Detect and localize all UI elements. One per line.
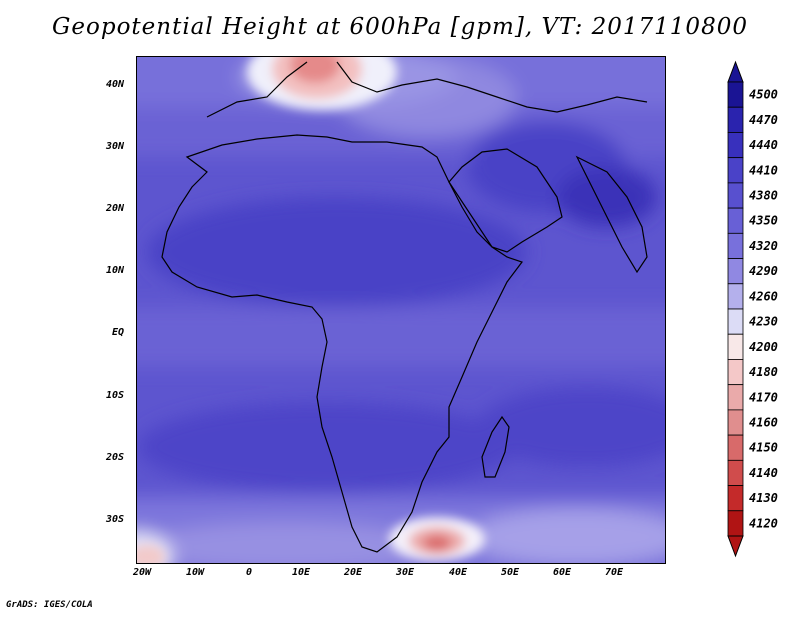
colorbar-swatch xyxy=(727,359,744,386)
lon-label: 0 xyxy=(246,567,253,578)
colorbar-level-label: 4260 xyxy=(749,289,778,303)
colorbar-level-label: 4320 xyxy=(749,239,778,253)
lon-label: 70E xyxy=(605,567,624,578)
colorbar-level-label: 4170 xyxy=(749,390,778,404)
colorbar-level-label: 4130 xyxy=(749,491,778,505)
colorbar-swatch xyxy=(727,308,744,335)
lat-label: 30S xyxy=(106,514,125,525)
colorbar-level-label: 4500 xyxy=(749,88,778,102)
colorbar-level-label: 4470 xyxy=(749,113,778,127)
colorbar-swatch xyxy=(727,384,744,411)
lat-label: EQ xyxy=(112,327,125,338)
colorbar-swatch xyxy=(727,459,744,486)
chart-title: Geopotential Height at 600hPa [gpm], VT:… xyxy=(52,14,748,40)
colorbar-swatch xyxy=(727,232,744,259)
colorbar-level-label: 4350 xyxy=(749,214,778,228)
colorbar-swatch xyxy=(727,258,744,285)
lon-label: 20E xyxy=(344,567,363,578)
lon-label: 10W xyxy=(186,567,205,578)
colorbar-legend: 4500 4470 4440 4410 4380 4350 4320 4290 4260 4230… xyxy=(727,60,778,558)
coastline-outline xyxy=(161,61,648,553)
colorbar-level-label: 4200 xyxy=(749,340,778,354)
colorbar-level-label: 4440 xyxy=(749,138,778,152)
colorbar-level-label: 4160 xyxy=(749,416,778,430)
colorbar-swatch xyxy=(727,132,744,159)
lat-label: 40N xyxy=(106,79,125,90)
colorbar-top-arrow xyxy=(727,60,744,83)
colorbar-swatch xyxy=(727,485,744,512)
colorbar-swatch xyxy=(727,106,744,133)
colorbar-swatch xyxy=(727,434,744,461)
colorbar-swatch xyxy=(727,333,744,360)
colorbar-level-label: 4380 xyxy=(749,189,778,203)
lat-label: 30N xyxy=(106,141,125,152)
colorbar-level-label: 4230 xyxy=(749,315,778,329)
colorbar-level-label: 4120 xyxy=(749,516,778,530)
credit-label: GrADS: IGES/COLA xyxy=(6,600,93,610)
colorbar-swatch xyxy=(727,283,744,310)
lat-label: 10S xyxy=(106,390,125,401)
lon-label: 40E xyxy=(449,567,468,578)
lon-label: 50E xyxy=(501,567,520,578)
lat-label: 20N xyxy=(106,203,125,214)
colorbar-level-label: 4410 xyxy=(749,163,778,177)
colorbar-level-label: 4290 xyxy=(749,264,778,278)
lon-label: 30E xyxy=(396,567,415,578)
lon-label: 10E xyxy=(292,567,311,578)
colorbar-swatch xyxy=(727,182,744,209)
lon-label: 20W xyxy=(133,567,152,578)
colorbar-level-label: 4150 xyxy=(749,441,778,455)
lat-label: 10N xyxy=(106,265,125,276)
geopotential-field xyxy=(137,57,665,563)
colorbar-swatch xyxy=(727,207,744,234)
lon-label: 60E xyxy=(553,567,572,578)
colorbar-swatch xyxy=(727,81,744,108)
colorbar-swatch xyxy=(727,510,744,537)
colorbar-swatch xyxy=(727,409,744,436)
colorbar-swatch xyxy=(727,157,744,184)
lat-label: 20S xyxy=(106,452,125,463)
colorbar-bottom-arrow xyxy=(727,535,744,558)
colorbar-level-label: 4140 xyxy=(749,466,778,480)
colorbar-level-label: 4180 xyxy=(749,365,778,379)
map-panel xyxy=(136,56,666,564)
